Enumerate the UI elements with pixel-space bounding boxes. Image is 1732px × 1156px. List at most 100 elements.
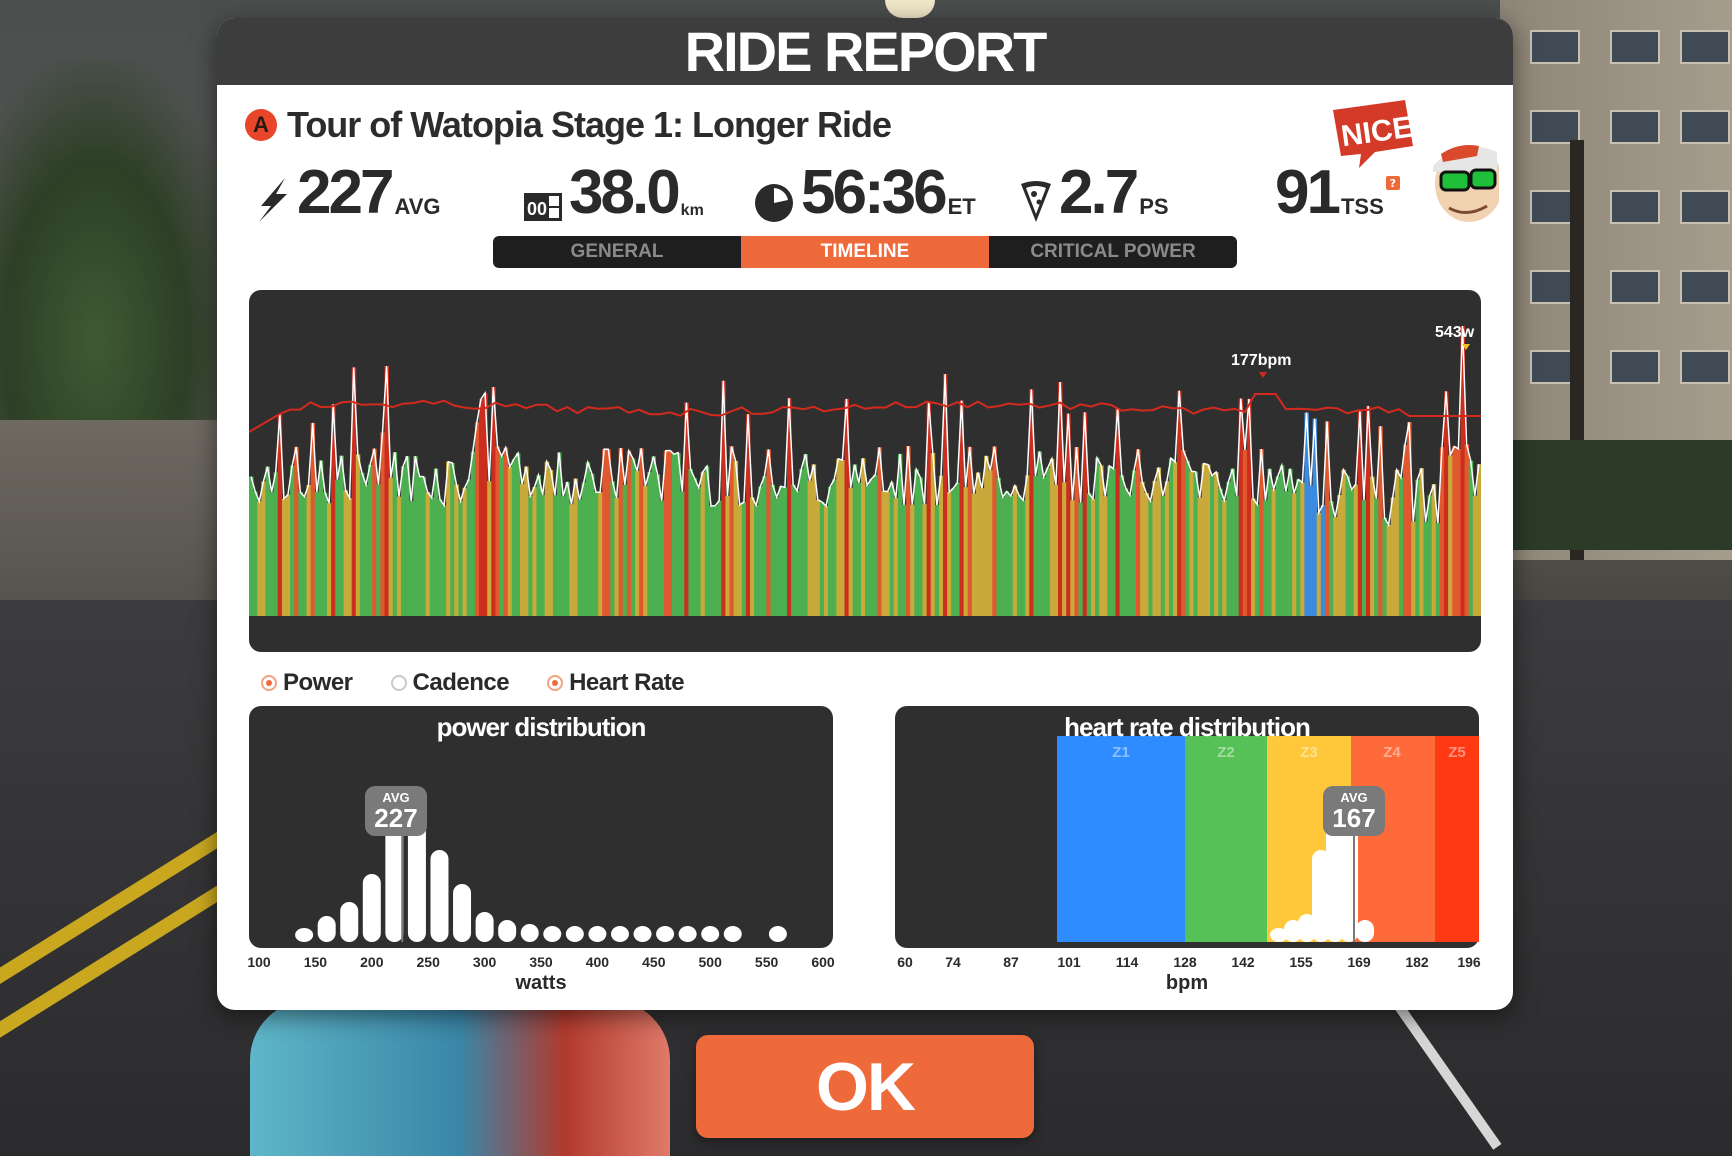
power-bar <box>1312 418 1318 616</box>
avg-power-value: 227 <box>297 158 394 227</box>
power-bar <box>286 494 291 616</box>
power-bar <box>663 450 669 616</box>
power-bar <box>1218 488 1223 616</box>
power-avg-label: AVG <box>382 790 410 805</box>
power-bar <box>1316 512 1322 616</box>
power-bar <box>602 449 607 616</box>
zone-label-z5: Z5 <box>1448 744 1466 761</box>
power-tick: 100 <box>247 954 271 970</box>
power-bar <box>938 475 944 616</box>
power-bar <box>1095 457 1100 616</box>
power-bar <box>429 497 435 616</box>
power-bar <box>1099 465 1104 616</box>
power-bar <box>1407 422 1412 616</box>
power-bar <box>1140 481 1145 616</box>
hr-tick: 74 <box>945 954 961 970</box>
hr-histogram-bar <box>1312 850 1330 942</box>
power-bar <box>869 479 874 616</box>
power-bar <box>1267 468 1272 616</box>
power-bar <box>335 479 340 616</box>
power-bar <box>1226 481 1231 616</box>
power-bar <box>614 498 619 616</box>
power-bar <box>405 456 410 616</box>
hr-histogram-bar <box>1298 914 1316 942</box>
power-bar <box>606 449 611 616</box>
hr-histogram-bar <box>1270 928 1288 942</box>
power-bar <box>318 460 324 616</box>
hr-x-ticks: 60 74 87 101 114 128 142 155 169 182 196 <box>895 954 1480 974</box>
power-bar <box>569 504 574 616</box>
power-histogram-bar <box>520 924 539 942</box>
power-radio[interactable] <box>261 675 277 691</box>
power-tick: 450 <box>642 954 666 970</box>
power-bar <box>331 404 336 616</box>
tss-help-icon[interactable]: ? <box>1385 176 1400 190</box>
speech-bubble: NICE! <box>1333 100 1425 168</box>
route-heading: A Tour of Watopia Stage 1: Longer Ride <box>245 100 892 150</box>
toggle-power[interactable]: Power <box>261 669 353 697</box>
cadence-radio[interactable] <box>390 675 407 691</box>
power-bar <box>774 497 780 616</box>
power-bar <box>1329 501 1334 616</box>
power-bar <box>1468 460 1474 616</box>
power-bar <box>766 449 771 616</box>
power-bar <box>782 487 788 616</box>
power-bar <box>351 367 357 616</box>
power-bar <box>327 503 332 616</box>
tab-timeline[interactable]: TIMELINE <box>741 236 989 268</box>
heart-rate-radio[interactable] <box>547 675 564 691</box>
ok-button[interactable]: OK <box>696 1035 1034 1138</box>
power-bar <box>865 485 870 616</box>
power-bar <box>1382 517 1387 616</box>
power-bar <box>832 479 837 616</box>
power-bar <box>667 450 673 616</box>
power-bar <box>458 501 463 616</box>
power-bar <box>655 474 661 616</box>
power-bar <box>594 492 599 616</box>
power-bar <box>507 466 513 616</box>
power-bar <box>1205 464 1211 616</box>
power-bar <box>737 504 743 616</box>
power-bar <box>499 456 504 616</box>
toggle-heart-rate[interactable]: Heart Rate <box>547 669 685 697</box>
power-bar <box>1275 476 1281 616</box>
power-bar <box>984 455 989 616</box>
distance-unit: km <box>680 202 704 219</box>
power-bar <box>1185 460 1190 616</box>
power-bar <box>873 474 878 616</box>
power-bar <box>1201 463 1207 616</box>
power-bar <box>791 484 796 616</box>
power-histogram-bar <box>633 926 652 942</box>
hr-tick: 182 <box>1405 954 1429 970</box>
toggle-cadence[interactable]: Cadence <box>390 669 510 697</box>
power-bar <box>626 450 632 616</box>
power-bar <box>1308 485 1313 616</box>
timeline-chart: 177bpm 543w <box>249 290 1481 652</box>
power-bar <box>906 446 911 616</box>
tab-critical-power[interactable]: CRITICAL POWER <box>1030 241 1196 262</box>
power-histogram-bar <box>543 926 562 942</box>
power-bar <box>1123 488 1129 616</box>
pizza-slices-unit: PS <box>1139 194 1169 219</box>
power-bar <box>1189 471 1194 616</box>
power-bar <box>758 486 763 616</box>
power-bar <box>433 468 439 616</box>
distance-value: 38.0 <box>569 158 681 227</box>
elapsed-time-unit: ET <box>947 194 976 219</box>
power-bar <box>1390 497 1396 616</box>
power-bar <box>1427 495 1433 616</box>
power-bar <box>544 461 550 616</box>
power-bar <box>622 484 628 616</box>
hr-histogram-bar <box>1326 810 1344 942</box>
power-bar <box>975 472 981 616</box>
power-bar <box>294 446 299 616</box>
power-bar <box>1210 475 1215 616</box>
power-bar <box>265 466 270 616</box>
power-bar <box>1160 495 1166 616</box>
power-bar <box>700 471 706 616</box>
power-bar <box>314 491 320 616</box>
power-bar <box>1333 517 1338 616</box>
power-bar <box>651 456 656 616</box>
hr-tick: 155 <box>1289 954 1313 970</box>
tab-general[interactable]: GENERAL <box>570 241 664 262</box>
